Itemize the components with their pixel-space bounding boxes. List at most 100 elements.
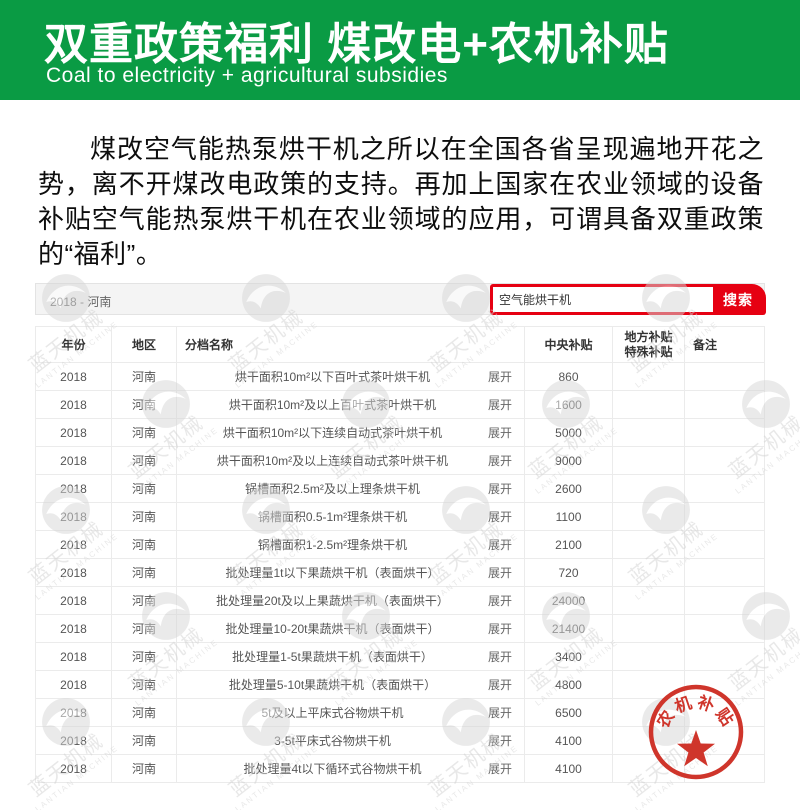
cell-category: 烘干面积10m²及以上连续自动式茶叶烘干机 展开 xyxy=(176,446,525,475)
table-row: 2018 河南 锅槽面积0.5-1m²理条烘干机 展开 1100 xyxy=(35,502,765,531)
category-label: 烘干面积10m²以下连续自动式茶叶烘干机 xyxy=(222,426,443,440)
cell-year: 2018 xyxy=(35,726,112,755)
cell-region: 河南 xyxy=(111,670,177,699)
expand-link[interactable]: 展开 xyxy=(487,566,512,580)
search-input[interactable] xyxy=(493,287,713,312)
cell-year: 2018 xyxy=(35,530,112,559)
cell-central-subsidy: 860 xyxy=(524,362,613,391)
table-row: 2018 河南 批处理量1t以下果蔬烘干机（表面烘干） 展开 720 xyxy=(35,558,765,587)
category-label: 锅槽面积2.5m²及以上理条烘干机 xyxy=(245,482,420,496)
cell-year: 2018 xyxy=(35,446,112,475)
cell-note xyxy=(684,502,765,531)
cell-year: 2018 xyxy=(35,698,112,727)
table-row: 2018 河南 批处理量10-20t果蔬烘干机（表面烘干） 展开 21400 xyxy=(35,614,765,643)
col-region: 地区 xyxy=(111,326,177,363)
cell-local-subsidy xyxy=(612,530,685,559)
expand-link[interactable]: 展开 xyxy=(487,482,512,496)
cell-year: 2018 xyxy=(35,558,112,587)
star-icon xyxy=(677,730,715,767)
cell-central-subsidy: 2100 xyxy=(524,530,613,559)
page-subtitle: Coal to electricity + agricultural subsi… xyxy=(46,64,448,87)
category-label: 批处理量10-20t果蔬烘干机（表面烘干） xyxy=(225,622,440,636)
table-row: 2018 河南 锅槽面积1-2.5m²理条烘干机 展开 2100 xyxy=(35,530,765,559)
expand-link[interactable]: 展开 xyxy=(487,538,512,552)
cell-region: 河南 xyxy=(111,530,177,559)
cell-year: 2018 xyxy=(35,586,112,615)
cell-central-subsidy: 4800 xyxy=(524,670,613,699)
cell-region: 河南 xyxy=(111,446,177,475)
table-row: 2018 河南 烘干面积10m²以下百叶式茶叶烘干机 展开 860 xyxy=(35,362,765,391)
col-note: 备注 xyxy=(684,326,765,363)
cell-region: 河南 xyxy=(111,614,177,643)
table-header-row: 年份 地区 分档名称 中央补贴 地方补贴 特殊补贴 备注 xyxy=(35,326,765,363)
category-label: 锅槽面积0.5-1m²理条烘干机 xyxy=(257,510,408,524)
cell-local-subsidy xyxy=(612,614,685,643)
cell-region: 河南 xyxy=(111,390,177,419)
cell-category: 批处理量10-20t果蔬烘干机（表面烘干） 展开 xyxy=(176,614,525,643)
cell-category: 锅槽面积0.5-1m²理条烘干机 展开 xyxy=(176,502,525,531)
cell-central-subsidy: 1600 xyxy=(524,390,613,419)
cell-category: 烘干面积10m²以下百叶式茶叶烘干机 展开 xyxy=(176,362,525,391)
cell-category: 5t及以上平床式谷物烘干机 展开 xyxy=(176,698,525,727)
cell-local-subsidy xyxy=(612,502,685,531)
cell-region: 河南 xyxy=(111,418,177,447)
cell-note xyxy=(684,418,765,447)
expand-link[interactable]: 展开 xyxy=(487,762,512,776)
expand-link[interactable]: 展开 xyxy=(487,734,512,748)
cell-category: 烘干面积10m²及以上百叶式茶叶烘干机 展开 xyxy=(176,390,525,419)
table-row: 2018 河南 批处理量20t及以上果蔬烘干机（表面烘干） 展开 24000 xyxy=(35,586,765,615)
expand-link[interactable]: 展开 xyxy=(487,426,512,440)
table-body: 2018 河南 烘干面积10m²以下百叶式茶叶烘干机 展开 860 2018 河南 烘干面积1… xyxy=(35,362,765,783)
subsidy-table: 年份 地区 分档名称 中央补贴 地方补贴 特殊补贴 备注 2018 河南 烘干面积1… xyxy=(35,326,765,783)
expand-link[interactable]: 展开 xyxy=(487,706,512,720)
table-row: 2018 河南 烘干面积10m²及以上连续自动式茶叶烘干机 展开 9000 xyxy=(35,446,765,475)
search-button[interactable]: 搜索 xyxy=(713,287,763,312)
cell-year: 2018 xyxy=(35,614,112,643)
cell-region: 河南 xyxy=(111,726,177,755)
expand-link[interactable]: 展开 xyxy=(487,678,512,692)
expand-link[interactable]: 展开 xyxy=(487,398,512,412)
table-row: 2018 河南 锅槽面积2.5m²及以上理条烘干机 展开 2600 xyxy=(35,474,765,503)
category-label: 烘干面积10m²以下百叶式茶叶烘干机 xyxy=(234,370,431,384)
cell-category: 锅槽面积1-2.5m²理条烘干机 展开 xyxy=(176,530,525,559)
cell-year: 2018 xyxy=(35,502,112,531)
cell-note xyxy=(684,446,765,475)
intro-paragraph: 煤改空气能热泵烘干机之所以在全国各省呈现遍地开花之势，离不开煤改电政策的支持。再… xyxy=(38,134,764,269)
category-label: 批处理量1-5t果蔬烘干机（表面烘干） xyxy=(232,650,433,664)
table-row: 2018 河南 批处理量4t以下循环式谷物烘干机 展开 4100 xyxy=(35,754,765,783)
cell-note xyxy=(684,642,765,671)
expand-link[interactable]: 展开 xyxy=(487,370,512,384)
category-label: 批处理量20t及以上果蔬烘干机（表面烘干） xyxy=(216,594,449,608)
cell-local-subsidy xyxy=(612,446,685,475)
expand-link[interactable]: 展开 xyxy=(487,594,512,608)
expand-link[interactable]: 展开 xyxy=(487,454,512,468)
category-label: 批处理量5-10t果蔬烘干机（表面烘干） xyxy=(228,678,437,692)
cell-note xyxy=(684,670,765,699)
cell-year: 2018 xyxy=(35,362,112,391)
col-year: 年份 xyxy=(35,326,112,363)
cell-local-subsidy xyxy=(612,362,685,391)
category-label: 烘干面积10m²及以上百叶式茶叶烘干机 xyxy=(228,398,437,412)
subsidy-stamp: 农机补贴 xyxy=(636,674,756,799)
cell-central-subsidy: 2600 xyxy=(524,474,613,503)
col-local-subsidy: 地方补贴 特殊补贴 xyxy=(612,326,685,363)
expand-link[interactable]: 展开 xyxy=(487,650,512,664)
cell-note xyxy=(684,362,765,391)
search-widget: 搜索 xyxy=(490,284,766,315)
cell-year: 2018 xyxy=(35,754,112,783)
cell-region: 河南 xyxy=(111,474,177,503)
expand-link[interactable]: 展开 xyxy=(487,622,512,636)
cell-central-subsidy: 9000 xyxy=(524,446,613,475)
cell-note xyxy=(684,586,765,615)
cell-local-subsidy xyxy=(612,586,685,615)
cell-region: 河南 xyxy=(111,502,177,531)
table-row: 2018 河南 烘干面积10m²以下连续自动式茶叶烘干机 展开 5000 xyxy=(35,418,765,447)
stamp-icon: 农机补贴 xyxy=(648,684,744,780)
cell-note xyxy=(684,474,765,503)
banner: 双重政策福利 煤改电+农机补贴 Coal to electricity + ag… xyxy=(0,0,800,100)
category-label: 烘干面积10m²及以上连续自动式茶叶烘干机 xyxy=(216,454,449,468)
cell-region: 河南 xyxy=(111,586,177,615)
cell-category: 烘干面积10m²以下连续自动式茶叶烘干机 展开 xyxy=(176,418,525,447)
expand-link[interactable]: 展开 xyxy=(487,510,512,524)
